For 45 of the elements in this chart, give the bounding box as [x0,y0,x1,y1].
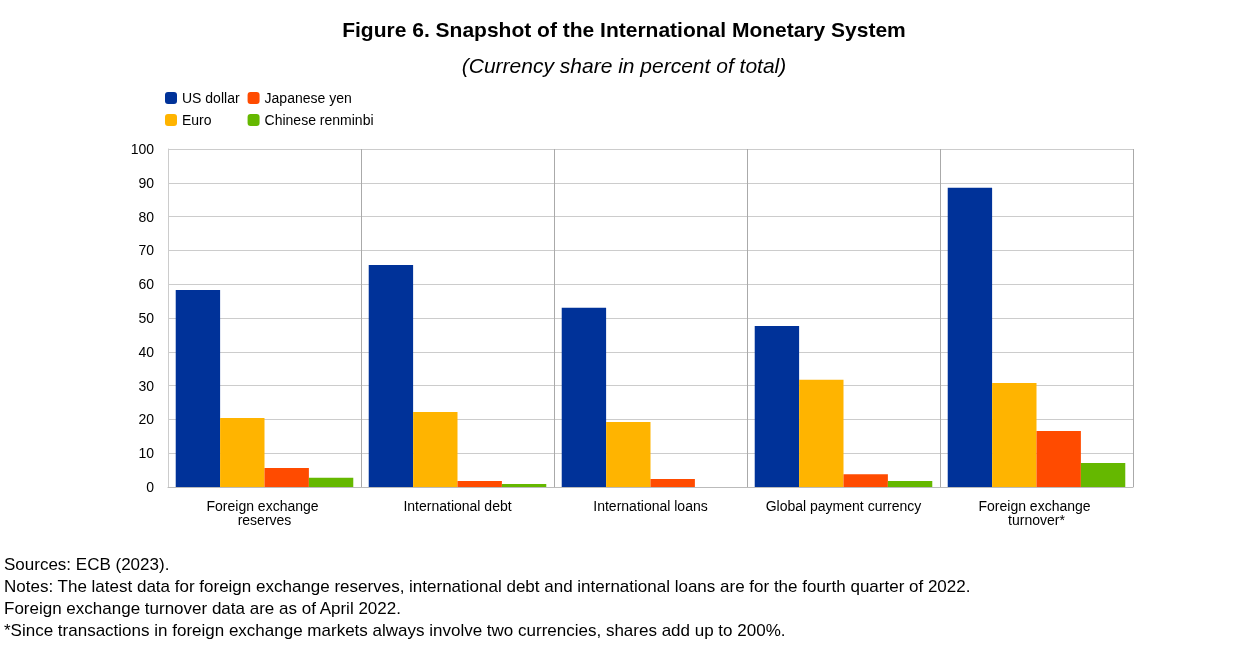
bar [1080,463,1126,487]
bar [992,382,1037,487]
y-tick-label: 0 [146,479,155,495]
legend-label: Euro [182,112,212,128]
bar [1036,430,1081,487]
y-tick-label: 90 [138,174,155,191]
y-tick-label: 10 [138,445,155,462]
bar [561,307,607,487]
legend-label: Chinese renminbi [264,112,374,128]
bar [650,478,695,487]
bar [843,474,888,487]
bar [175,289,221,487]
y-tick-label: 80 [138,208,155,225]
y-tick-label: 70 [138,242,155,259]
x-tick-label: International loans [593,498,708,514]
bar [264,468,309,487]
y-tick-label: 60 [138,276,155,293]
legend-label: US dollar [182,90,240,106]
legend-label: Japanese yen [264,90,352,106]
x-tick-label: Global payment currency [765,498,922,514]
bar [501,483,547,487]
bar [799,379,844,487]
bar [754,326,800,487]
bar [947,187,993,487]
text: *Since transactions in foreign exchange markets always involve two currencies, shares add up to 200%. [4,621,786,640]
text: Notes: The latest data for foreign exchange reserves, international debt and international loans are for the fourth quarter of 2022. [4,577,971,596]
bar [220,418,265,487]
x-tick-label: International debt [403,498,512,514]
x-tick-label: Foreign exchange turnover* [978,498,1095,528]
y-tick-label: 100 [130,141,155,157]
y-tick-label: 20 [138,411,155,428]
chart-subtitle: (Currency share in percent of total) [461,54,787,77]
bar [308,477,354,487]
y-tick-label: 40 [138,343,155,360]
y-tick-label: 30 [138,377,155,394]
x-tick-label: Foreign exchange reserves [206,498,323,528]
source-note: Sources: ECB (2023). [4,555,170,574]
text: Foreign exchange turnover data are as of April 2022. [4,599,401,618]
chart-title: Figure 6. Snapshot of the International Monetary System [342,18,906,41]
y-tick-label: 50 [138,310,155,326]
bar [887,480,933,487]
bar [368,264,414,487]
bar [606,422,651,487]
bar [413,411,458,487]
bar [457,480,502,487]
